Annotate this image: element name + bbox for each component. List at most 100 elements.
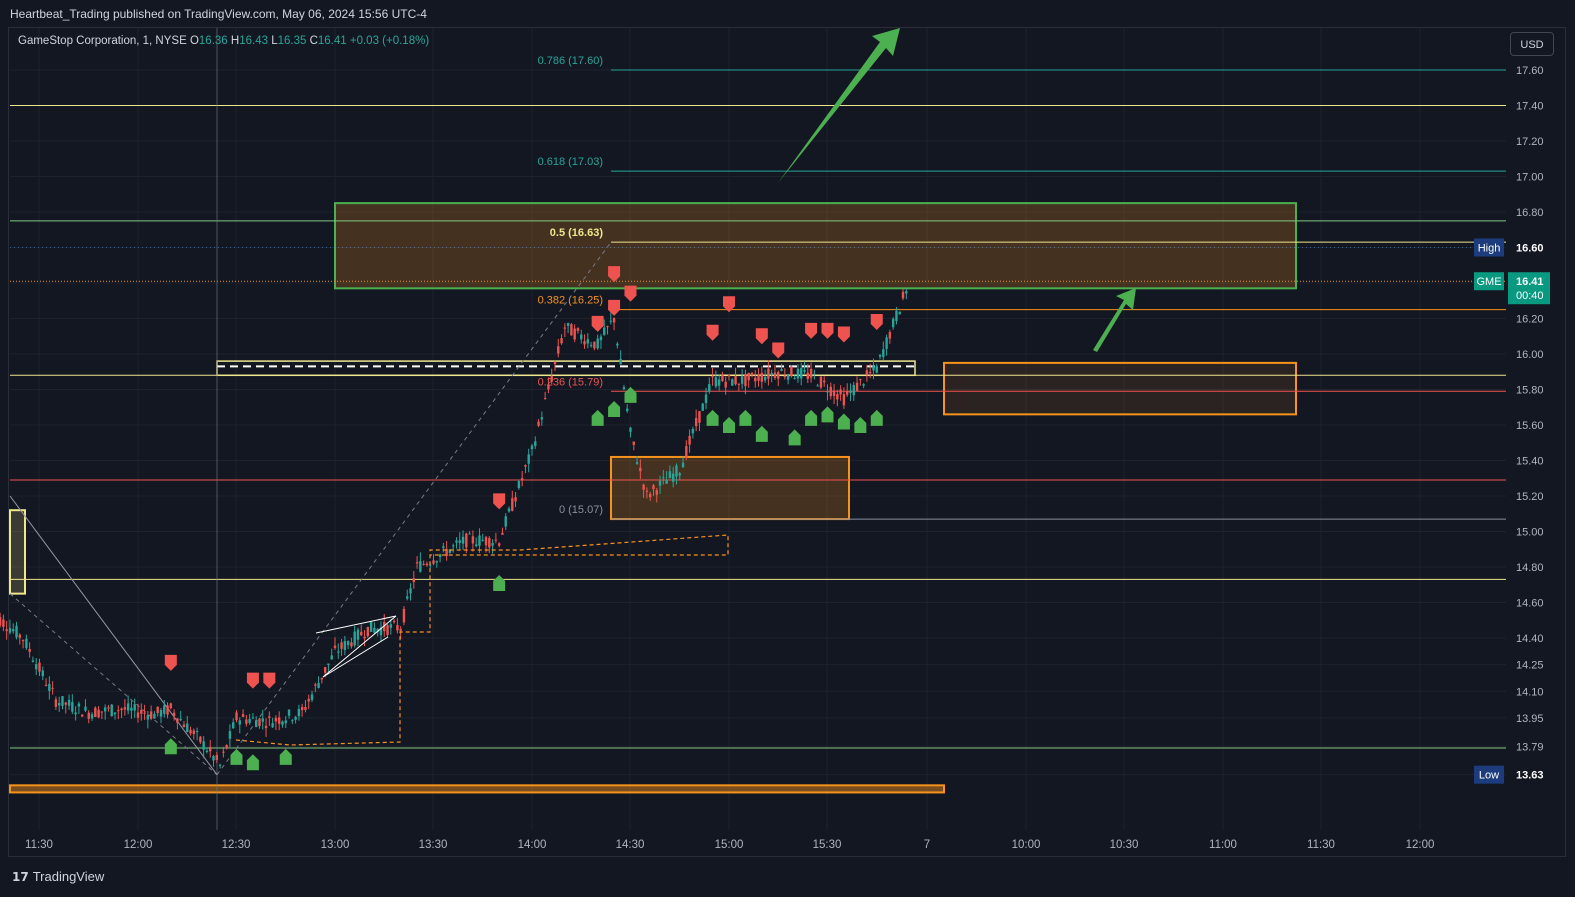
fib-label: 0.382 (16.25) — [538, 295, 603, 307]
time-tick-label: 11:00 — [1209, 839, 1237, 851]
candle-body — [865, 370, 869, 376]
candle-body — [100, 711, 104, 713]
candle-body — [360, 631, 363, 636]
candle-body — [882, 349, 885, 357]
candle-body — [553, 361, 557, 365]
candle-body — [635, 462, 639, 464]
candle-body — [465, 533, 468, 548]
low-label: L — [271, 35, 278, 47]
fib-trend-line-2 — [9, 593, 218, 776]
candle-body — [126, 703, 130, 711]
candle-body — [793, 377, 796, 379]
candle-body — [596, 338, 599, 349]
candle-body — [327, 663, 330, 666]
candle-body — [589, 345, 593, 347]
candle-body — [468, 533, 471, 535]
candle-body — [317, 683, 320, 689]
candle-body — [225, 745, 228, 749]
footer — [0, 860, 1575, 897]
candle-body — [218, 764, 222, 766]
candle-body — [773, 372, 777, 378]
candle-body — [800, 368, 803, 379]
price-tag-name-bg — [1474, 238, 1504, 257]
candle-body — [790, 366, 793, 377]
candle-body — [235, 712, 238, 721]
top-bar: Heartbeat_Trading published on TradingVi… — [0, 0, 1575, 28]
candle-body — [422, 563, 425, 565]
time-tick-label: 14:30 — [616, 839, 645, 851]
candle-body — [340, 642, 343, 649]
candle-body — [744, 374, 747, 387]
candle-body — [868, 372, 872, 374]
zone-yellow — [9, 509, 26, 595]
candle-body — [399, 628, 402, 631]
candle-body — [107, 707, 110, 709]
candle-body — [140, 710, 143, 714]
candle-body — [862, 384, 865, 386]
candle-body — [435, 561, 438, 563]
sell-signal-marker — [772, 342, 785, 359]
candle-body — [189, 729, 192, 734]
candle-body — [44, 684, 48, 686]
candle-body — [514, 497, 517, 502]
candle-body — [806, 372, 809, 379]
candle-body — [304, 707, 307, 711]
candle-body — [681, 462, 685, 468]
candle-body — [731, 379, 734, 386]
candle-body — [836, 393, 839, 400]
candle-body — [497, 543, 501, 546]
candle-body — [547, 384, 550, 390]
candle-body — [153, 713, 156, 719]
candle-body — [409, 588, 412, 594]
candle-body — [117, 710, 120, 712]
sell-signal-marker — [591, 315, 604, 332]
candle-body — [895, 310, 898, 321]
candle-body — [803, 369, 806, 372]
buy-signal-marker — [788, 429, 801, 446]
symbol-title[interactable]: GameStop Corporation, 1, NYSE — [18, 35, 187, 47]
candle-body — [629, 427, 632, 432]
candle-body — [855, 382, 859, 391]
tradingview-logo[interactable]: 17 TradingView — [12, 869, 104, 884]
candle-body — [432, 560, 435, 564]
candle-body — [747, 372, 750, 381]
candle-body — [77, 703, 81, 707]
buy-signal-marker — [854, 417, 867, 433]
candle-body — [123, 707, 127, 710]
candle-body — [662, 477, 665, 479]
price-tick-label: 15.00 — [1516, 527, 1544, 539]
high-label: H — [230, 35, 240, 47]
candle-body — [622, 387, 626, 389]
buy-signal-marker — [755, 425, 768, 442]
candle-body — [212, 756, 215, 761]
candle-body — [852, 385, 855, 396]
candle-body — [796, 368, 800, 379]
candle-body — [323, 667, 327, 673]
price-tag-name-bg — [1474, 272, 1504, 291]
price-tick-label: 13.95 — [1516, 713, 1544, 725]
candle-body — [616, 343, 619, 346]
price-tag-value-bg — [1508, 238, 1550, 257]
candle-body — [195, 731, 199, 733]
tradingview-icon: 17 — [12, 870, 29, 884]
candle-body — [8, 628, 12, 633]
candle-body — [780, 369, 783, 371]
candle-body — [586, 339, 590, 344]
candle-body — [61, 696, 64, 706]
candle-body — [281, 721, 284, 725]
currency-button[interactable]: USD — [1510, 32, 1554, 56]
candle-body — [346, 641, 350, 646]
candle-body — [21, 640, 25, 642]
close-value: 16.41 — [317, 35, 347, 47]
candle-body — [842, 394, 846, 406]
candle-body — [136, 712, 140, 718]
candle-body — [314, 684, 317, 686]
price-tick-label: 14.25 — [1516, 660, 1544, 672]
price-tag-name: Low — [1479, 770, 1499, 782]
sell-signal-marker — [723, 296, 735, 313]
candle-body — [209, 747, 212, 752]
sell-signal-marker — [837, 326, 850, 343]
candle-body — [163, 705, 166, 714]
price-tick-label: 15.60 — [1516, 420, 1544, 432]
